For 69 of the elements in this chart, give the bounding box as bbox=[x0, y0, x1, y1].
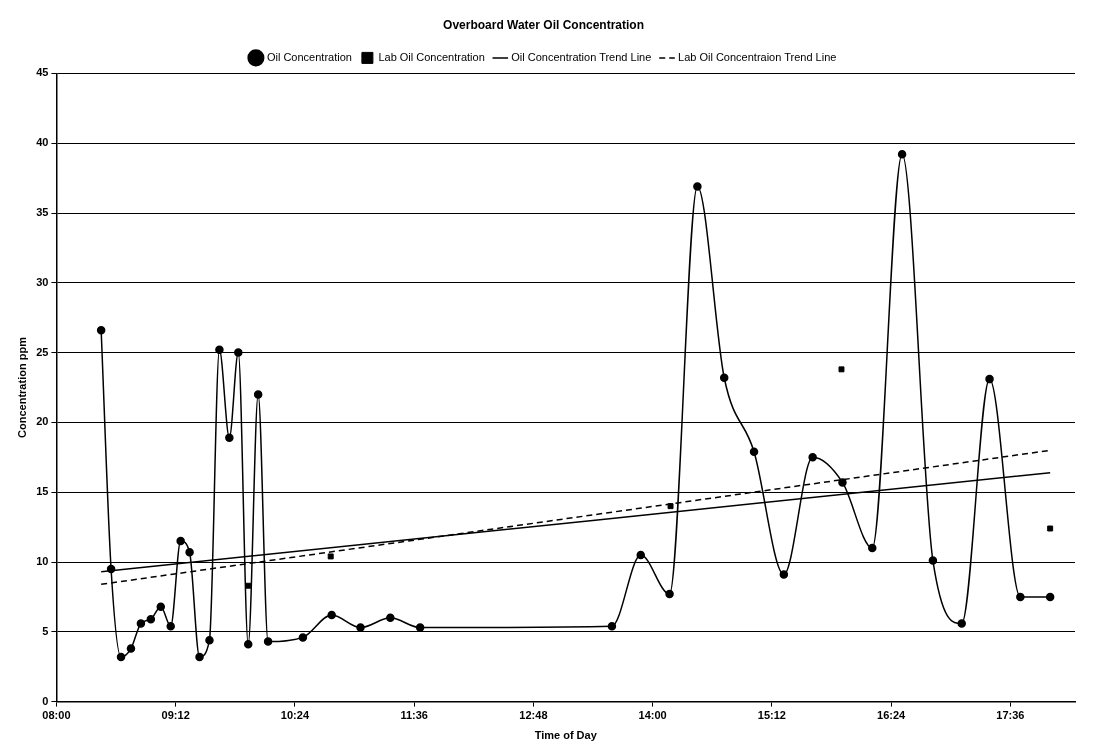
point bbox=[693, 182, 702, 191]
point bbox=[116, 652, 126, 662]
y-axis-title: Concentration ppm bbox=[15, 336, 28, 438]
point bbox=[243, 640, 253, 649]
x-tick-label: 15:12 bbox=[757, 709, 786, 722]
x-tick-label: 08:00 bbox=[42, 709, 71, 722]
point bbox=[719, 373, 729, 382]
point bbox=[215, 345, 224, 355]
y-tick-label: 0 bbox=[42, 694, 49, 707]
y-tick-label: 5 bbox=[42, 624, 49, 637]
point bbox=[146, 614, 156, 624]
point bbox=[327, 553, 334, 560]
point bbox=[195, 652, 204, 662]
point bbox=[96, 326, 106, 335]
y-tick-label: 35 bbox=[36, 206, 49, 219]
point bbox=[838, 366, 845, 373]
point bbox=[808, 453, 817, 462]
point bbox=[225, 433, 234, 443]
y-tick-label: 45 bbox=[36, 66, 49, 79]
point bbox=[356, 623, 365, 632]
x-tick-label: 16:24 bbox=[877, 709, 907, 722]
point bbox=[205, 635, 214, 645]
point bbox=[234, 348, 243, 357]
point bbox=[636, 550, 645, 560]
x-tick-label: 14:00 bbox=[638, 709, 667, 722]
point bbox=[607, 621, 617, 631]
point bbox=[106, 564, 116, 574]
legend-label: Oil Concentration Trend Line bbox=[511, 50, 652, 63]
point bbox=[126, 644, 136, 653]
point bbox=[253, 390, 263, 399]
point bbox=[263, 637, 273, 646]
point bbox=[779, 570, 789, 579]
point bbox=[667, 503, 674, 510]
point bbox=[868, 543, 877, 553]
point bbox=[665, 589, 674, 599]
point bbox=[985, 374, 994, 384]
legend-label: Lab Oil Concentration bbox=[378, 50, 485, 63]
point bbox=[415, 623, 425, 632]
x-tick-label: 09:12 bbox=[161, 709, 190, 722]
point bbox=[897, 150, 907, 159]
x-tick-label: 11:36 bbox=[400, 709, 428, 722]
y-tick-label: 30 bbox=[36, 275, 49, 288]
point bbox=[327, 610, 336, 620]
point bbox=[156, 602, 166, 611]
point bbox=[185, 547, 194, 557]
x-tick-label: 10:24 bbox=[280, 709, 310, 722]
point bbox=[1047, 525, 1054, 532]
y-tick-label: 25 bbox=[36, 345, 49, 358]
y-tick-label: 40 bbox=[36, 136, 49, 149]
point bbox=[166, 621, 175, 631]
point bbox=[838, 478, 847, 487]
y-tick-label: 10 bbox=[36, 555, 49, 568]
point bbox=[957, 619, 966, 628]
x-tick-label: 17:36 bbox=[996, 709, 1025, 722]
y-tick-label: 20 bbox=[36, 415, 49, 428]
x-axis-title: Time of Day bbox=[534, 729, 598, 742]
x-tick-label: 12:48 bbox=[519, 709, 548, 722]
legend-label: Oil Concentration bbox=[266, 50, 352, 63]
y-tick-label: 15 bbox=[36, 485, 49, 498]
point bbox=[749, 447, 759, 456]
point bbox=[1045, 592, 1055, 602]
point bbox=[1016, 592, 1025, 602]
chart-title: Overboard Water Oil Concentration bbox=[443, 17, 644, 32]
point bbox=[176, 536, 185, 546]
legend-label: Lab Oil Concentraion Trend Line bbox=[678, 50, 837, 63]
point bbox=[136, 619, 146, 628]
point bbox=[386, 613, 395, 623]
point bbox=[298, 633, 308, 642]
point bbox=[928, 556, 938, 565]
